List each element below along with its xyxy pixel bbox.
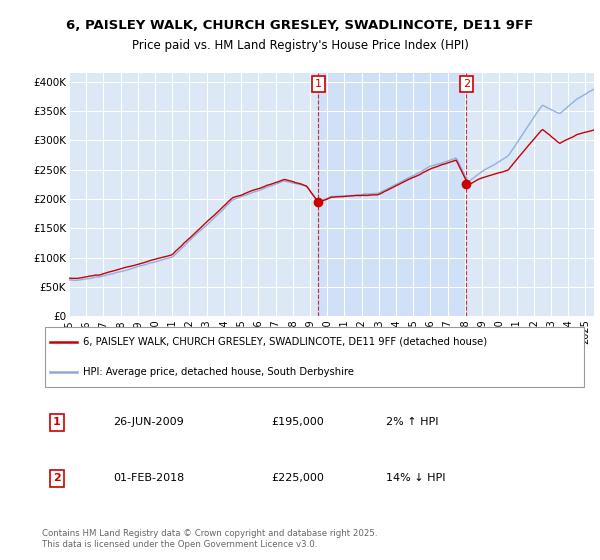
Text: 2: 2 (463, 79, 470, 89)
Text: 6, PAISLEY WALK, CHURCH GRESLEY, SWADLINCOTE, DE11 9FF (detached house): 6, PAISLEY WALK, CHURCH GRESLEY, SWADLIN… (83, 337, 487, 347)
Text: 6, PAISLEY WALK, CHURCH GRESLEY, SWADLINCOTE, DE11 9FF: 6, PAISLEY WALK, CHURCH GRESLEY, SWADLIN… (67, 18, 533, 32)
Bar (319, 73, 466, 316)
FancyBboxPatch shape (45, 326, 584, 388)
Text: 2% ↑ HPI: 2% ↑ HPI (386, 417, 439, 427)
Text: £195,000: £195,000 (271, 417, 324, 427)
Text: 1: 1 (53, 417, 61, 427)
Text: Price paid vs. HM Land Registry's House Price Index (HPI): Price paid vs. HM Land Registry's House … (131, 39, 469, 53)
Text: 01-FEB-2018: 01-FEB-2018 (113, 473, 184, 483)
Text: Contains HM Land Registry data © Crown copyright and database right 2025.
This d: Contains HM Land Registry data © Crown c… (42, 529, 377, 549)
Text: 1: 1 (315, 79, 322, 89)
Text: HPI: Average price, detached house, South Derbyshire: HPI: Average price, detached house, Sout… (83, 367, 354, 377)
Text: 26-JUN-2009: 26-JUN-2009 (113, 417, 184, 427)
Text: £225,000: £225,000 (271, 473, 324, 483)
Text: 14% ↓ HPI: 14% ↓ HPI (386, 473, 445, 483)
Text: 2: 2 (53, 473, 61, 483)
